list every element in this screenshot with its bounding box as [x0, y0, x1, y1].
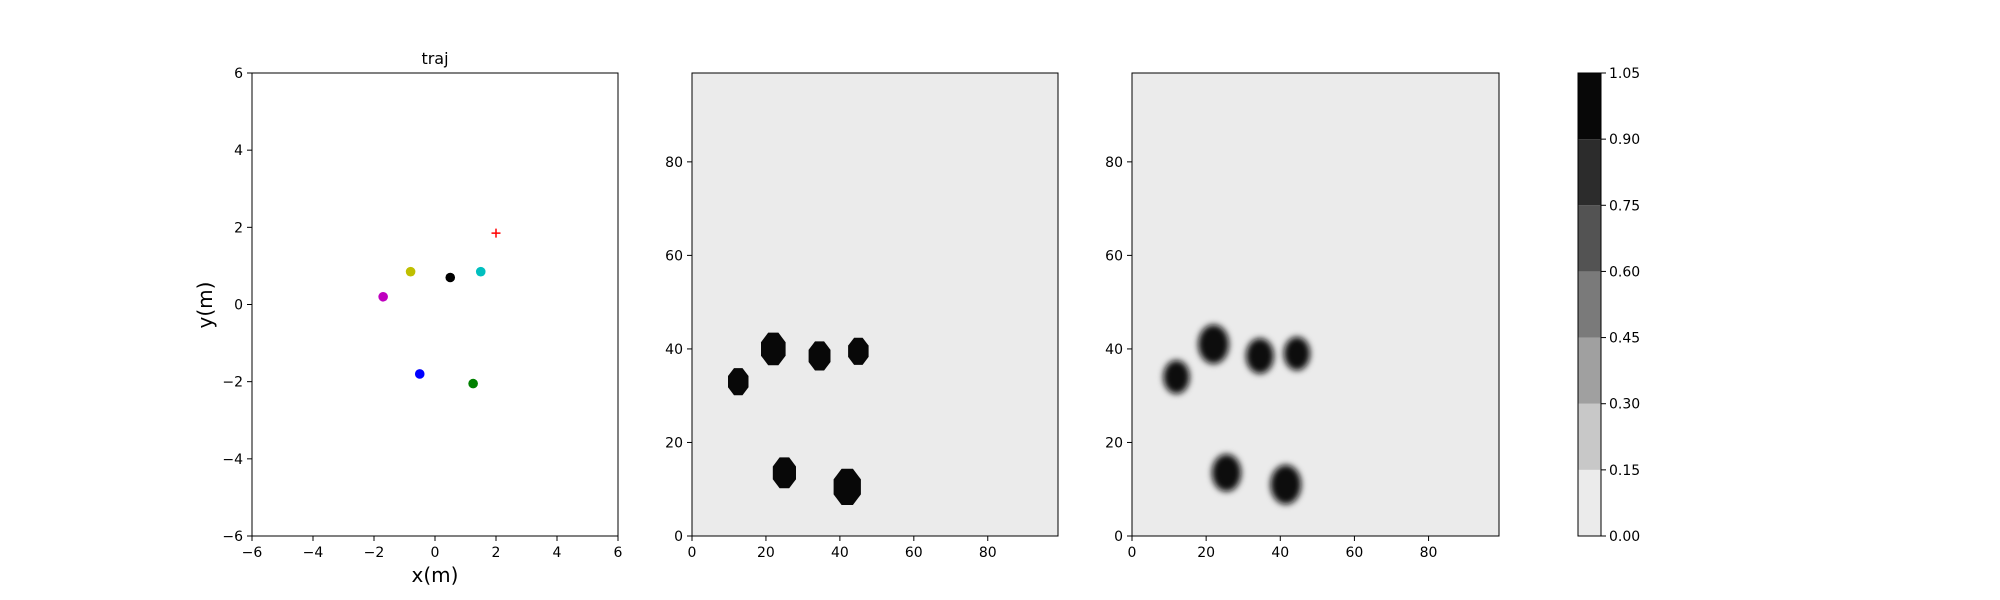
traj-x-tick-label: −4: [303, 545, 324, 561]
occupancy-map-panel: 0 20 40 60 80 0 20 40 60 80: [665, 72, 1059, 561]
smoothed-map-background: [1132, 73, 1499, 536]
colorbar-bands: [1578, 73, 1601, 536]
traj-y-tick-label: 0: [234, 298, 243, 314]
traj-y-tick-label: −2: [222, 375, 243, 391]
traj-y-tick-label: −4: [222, 452, 243, 468]
traj-x-tick-label: −6: [242, 545, 263, 561]
traj-points: [378, 228, 501, 389]
smoothed-map-y-tick-label: 20: [1105, 435, 1123, 451]
smoothed-map-x-tick-label: 0: [1128, 545, 1137, 561]
colorbar: 0.00 0.15 0.30 0.45 0.60 0.75 0.90 1.05: [1577, 66, 1640, 545]
occupancy-map-blob: [808, 341, 831, 371]
smoothed-map-x-tick-label: 60: [1346, 545, 1364, 561]
traj-point: [405, 266, 416, 277]
occupancy-map-blob: [761, 332, 786, 366]
smoothed-map-blob: [1163, 360, 1190, 394]
smoothed-map-blob: [1246, 338, 1274, 374]
traj-point: [475, 266, 486, 277]
traj-x-tick-label: −2: [364, 545, 385, 561]
smoothed-map-blob: [1283, 336, 1311, 371]
colorbar-band: [1578, 403, 1601, 470]
traj-y-tick-label: 4: [234, 143, 243, 159]
traj-x-tick-label: 4: [553, 545, 562, 561]
traj-title: traj: [421, 49, 448, 68]
traj-point: [414, 369, 425, 379]
smoothed-map-blob: [1270, 464, 1302, 505]
occupancy-map-x-tick-label: 20: [757, 545, 775, 561]
traj-plus-marker: [491, 228, 501, 238]
smoothed-map-y-tick-label: 60: [1105, 248, 1123, 264]
traj-x-tick-label: 0: [431, 545, 440, 561]
colorbar-ticks: 0.00 0.15 0.30 0.45 0.60 0.75 0.90 1.05: [1601, 66, 1640, 545]
colorbar-band: [1578, 271, 1601, 338]
colorbar-tick-label: 0.75: [1609, 198, 1640, 214]
traj-point: [445, 272, 456, 283]
occupancy-map-blob: [848, 337, 869, 365]
occupancy-map-x-ticks: 0 20 40 60 80: [688, 536, 997, 561]
traj-y-ticks: −6 −4 −2 0 2 4 6: [222, 66, 252, 545]
traj-y-tick-label: −6: [222, 529, 243, 545]
traj-x-ticks: −6 −4 −2 0 2 4 6: [242, 536, 623, 561]
colorbar-band: [1578, 469, 1601, 536]
smoothed-map-blobs: [1163, 324, 1311, 505]
smoothed-map-y-tick-label: 40: [1105, 342, 1123, 358]
smoothed-map-blob: [1211, 454, 1242, 492]
traj-panel: −6 −4 −2 0 2 4 6 −6 −4 −2 0 2 4 6 traj x(m) y(m): [193, 49, 623, 587]
occupancy-map-background: [692, 73, 1058, 536]
colorbar-tick-label: 0.15: [1609, 463, 1640, 479]
occupancy-map-blobs: [728, 332, 869, 505]
traj-y-axis-label: y(m): [193, 282, 217, 329]
colorbar-frame: [1577, 72, 1602, 537]
occupancy-map-y-tick-label: 80: [665, 155, 683, 171]
traj-point: [378, 291, 388, 302]
smoothed-map-frame: [1131, 72, 1500, 537]
occupancy-map-frame: [691, 72, 1059, 537]
smoothed-map-y-ticks: 0 20 40 60 80: [1105, 155, 1132, 545]
smoothed-map-y-tick-label: 0: [1114, 529, 1123, 545]
occupancy-map-x-tick-label: 0: [688, 545, 697, 561]
traj-x-tick-label: 2: [492, 545, 501, 561]
smoothed-map-blob: [1198, 324, 1229, 364]
occupancy-map-y-tick-label: 60: [665, 248, 683, 264]
smoothed-map-x-tick-label: 20: [1197, 545, 1215, 561]
colorbar-band: [1578, 139, 1601, 206]
occupancy-map-blob: [833, 468, 861, 505]
occupancy-map-y-tick-label: 0: [674, 529, 683, 545]
colorbar-band: [1578, 337, 1601, 404]
colorbar-tick-label: 0.90: [1609, 132, 1640, 148]
occupancy-map-blob: [728, 368, 749, 396]
occupancy-map-y-tick-label: 40: [665, 342, 683, 358]
traj-y-tick-label: 2: [234, 220, 243, 236]
colorbar-tick-label: 0.30: [1609, 397, 1640, 413]
traj-x-axis-label: x(m): [412, 563, 459, 587]
colorbar-tick-label: 1.05: [1609, 66, 1640, 82]
smoothed-map-x-tick-label: 40: [1271, 545, 1289, 561]
colorbar-tick-label: 0.60: [1609, 264, 1640, 280]
smoothed-map-x-ticks: 0 20 40 60 80: [1128, 536, 1438, 561]
smoothed-map-y-tick-label: 80: [1105, 155, 1123, 171]
traj-x-tick-label: 6: [614, 545, 623, 561]
occupancy-map-y-tick-label: 20: [665, 435, 683, 451]
traj-point: [468, 378, 478, 389]
colorbar-tick-label: 0.45: [1609, 331, 1640, 347]
colorbar-band: [1578, 205, 1601, 272]
colorbar-band: [1578, 73, 1601, 140]
occupancy-map-x-tick-label: 40: [831, 545, 849, 561]
occupancy-map-y-ticks: 0 20 40 60 80: [665, 155, 692, 545]
traj-plot-area: [252, 73, 618, 536]
occupancy-map-blob: [772, 457, 796, 489]
occupancy-map-x-tick-label: 80: [979, 545, 997, 561]
smoothed-map-panel: 0 20 40 60 80 0 20 40 60 80: [1105, 72, 1500, 561]
occupancy-map-x-tick-label: 60: [905, 545, 923, 561]
traj-y-tick-label: 6: [234, 66, 243, 82]
colorbar-tick-label: 0.00: [1609, 529, 1640, 545]
smoothed-map-x-tick-label: 80: [1420, 545, 1438, 561]
